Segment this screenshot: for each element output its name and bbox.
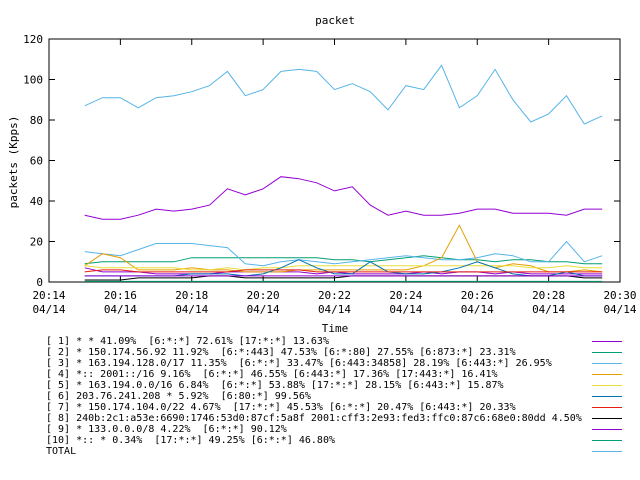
series-line-8: [84, 275, 603, 281]
y-tick-label: 0: [36, 276, 43, 289]
y-tick-label: 100: [23, 74, 43, 87]
x-axis-label: Time: [322, 322, 349, 335]
chart-title: packet: [315, 14, 355, 27]
x-tick-label-date: 04/14: [175, 303, 208, 316]
series-lines: [84, 64, 603, 282]
y-tick-label: 20: [30, 236, 43, 249]
y-tick-label: 120: [23, 33, 43, 46]
x-tick-label-time: 20:30: [603, 289, 636, 302]
series-line-2: [84, 255, 603, 265]
legend-entry-2: [ 2] * 150.174.56.92 11.92% [6:*:443] 47…: [46, 347, 516, 358]
legend-entry-6: [ 6] 203.76.241.208 * 5.92% [6:80:*] 99.…: [46, 391, 311, 402]
y-axis-label: packets (Kpps): [7, 116, 20, 209]
x-tick-label-date: 04/14: [247, 303, 280, 316]
legend-swatch-6: [592, 396, 622, 397]
x-axis: 20:1404/1420:1604/1420:1804/1420:2004/14…: [32, 39, 637, 316]
plot-frame: [48, 38, 621, 283]
series-line-7: [84, 269, 603, 273]
y-tick-label: 40: [30, 195, 43, 208]
x-tick-label-time: 20:28: [532, 289, 565, 302]
legend-entry-5: [ 5] * 163.194.0.0/16 6.84% [6:*:*] 53.8…: [46, 380, 504, 391]
series-line-4: [84, 224, 603, 273]
y-tick-label: 80: [30, 114, 43, 127]
x-tick-label-date: 04/14: [532, 303, 565, 316]
x-tick-label-time: 20:26: [461, 289, 494, 302]
x-tick-label-date: 04/14: [389, 303, 422, 316]
x-tick-label-time: 20:24: [389, 289, 422, 302]
legend-entry-11: TOTAL: [46, 446, 77, 457]
legend-swatch-2: [592, 352, 622, 353]
legend-entry-4: [ 4] *:: 2001::/16 9.16% [6:*:*] 46.55% …: [46, 369, 498, 380]
series-line-12: [84, 176, 603, 220]
legend-entry-7: [ 7] * 150.174.104.0/22 4.67% [17:*:*] 4…: [46, 402, 516, 413]
x-tick-label-time: 20:20: [247, 289, 280, 302]
x-tick-label-time: 20:14: [32, 289, 65, 302]
series-line-3: [84, 240, 603, 267]
legend-swatch-7: [592, 407, 622, 408]
legend-swatch-3: [592, 363, 622, 364]
x-tick-label-date: 04/14: [104, 303, 137, 316]
x-tick-label-time: 20:22: [318, 289, 351, 302]
x-tick-label-date: 04/14: [603, 303, 636, 316]
legend-entry-8: [ 8] 240b:2c1:a53e:6690:1746:53d0:87cf:5…: [46, 413, 582, 424]
series-line-5: [84, 265, 603, 271]
legend-swatch-10: [592, 440, 622, 441]
x-tick-label-date: 04/14: [32, 303, 65, 316]
y-tick-label: 60: [30, 155, 43, 168]
y-axis: 0 20 40 60 80 100 120: [23, 33, 620, 289]
legend-swatch-11: [592, 451, 622, 452]
legend-entry-9: [ 9] * 133.0.0.0/8 4.22% [6:*:*] 90.12%: [46, 424, 287, 435]
series-line-11: [84, 64, 603, 125]
legend-swatch-4: [592, 374, 622, 375]
legend-swatch-1: [592, 341, 622, 342]
x-tick-label-date: 04/14: [461, 303, 494, 316]
x-tick-label-time: 20:16: [104, 289, 137, 302]
legend-swatch-8: [592, 418, 622, 419]
legend-swatch-5: [592, 385, 622, 386]
legend-entry-10: [10] *:: * 0.34% [17:*:*] 49.25% [6:*:*]…: [46, 435, 335, 446]
legend-entry-1: [ 1] * * 41.09% [6:*:*] 72.61% [17:*:*] …: [46, 336, 329, 347]
legend-entry-3: [ 3] * 163.194.128.0/17 11.35% [6:*:*] 3…: [46, 358, 552, 369]
series-line-1: [84, 267, 603, 275]
legend-swatch-9: [592, 429, 622, 430]
x-tick-label-date: 04/14: [318, 303, 351, 316]
x-tick-label-time: 20:18: [175, 289, 208, 302]
